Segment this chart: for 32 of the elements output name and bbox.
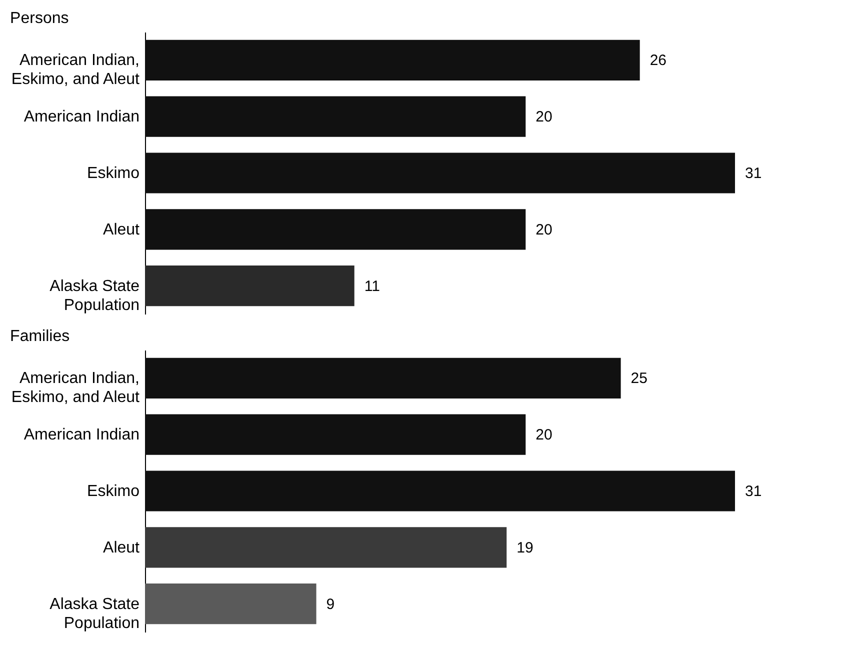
- y-tick-label: American Indian, Eskimo, and Aleut: [11, 370, 140, 406]
- bar: [145, 40, 640, 81]
- bar: [145, 265, 354, 306]
- y-tick-label: Alaska State Population: [50, 278, 140, 314]
- data-label: 26: [650, 52, 667, 70]
- data-label: 20: [536, 108, 552, 126]
- data-label: 31: [745, 483, 762, 500]
- bar: [145, 152, 735, 194]
- y-tick-label: Eskimo: [87, 483, 140, 500]
- y-tick-label: American Indian: [24, 426, 140, 444]
- y-tick-label: Aleut: [103, 539, 140, 556]
- chart-title: Persons: [10, 10, 69, 27]
- bar: [145, 96, 526, 137]
- data-label: 19: [516, 539, 534, 556]
- data-label: 31: [745, 165, 762, 182]
- bar: [145, 358, 621, 399]
- y-tick-label: American Indian, Eskimo, and Aleut: [11, 52, 140, 88]
- y-tick-label: American Indian: [24, 108, 140, 126]
- y-tick-label: Alaska State Population: [50, 596, 140, 632]
- chart-title: Families: [10, 328, 70, 345]
- data-label: 25: [630, 370, 648, 388]
- bar: [145, 209, 526, 250]
- data-label: 9: [326, 596, 335, 613]
- bar: [145, 414, 526, 455]
- data-label: 20: [536, 426, 552, 444]
- bar: [145, 583, 316, 624]
- bar: [145, 470, 735, 512]
- bar: [145, 527, 507, 568]
- data-label: 11: [364, 278, 380, 295]
- data-label: 20: [536, 221, 552, 238]
- y-tick-label: Eskimo: [87, 165, 140, 182]
- y-tick-label: Aleut: [103, 221, 140, 238]
